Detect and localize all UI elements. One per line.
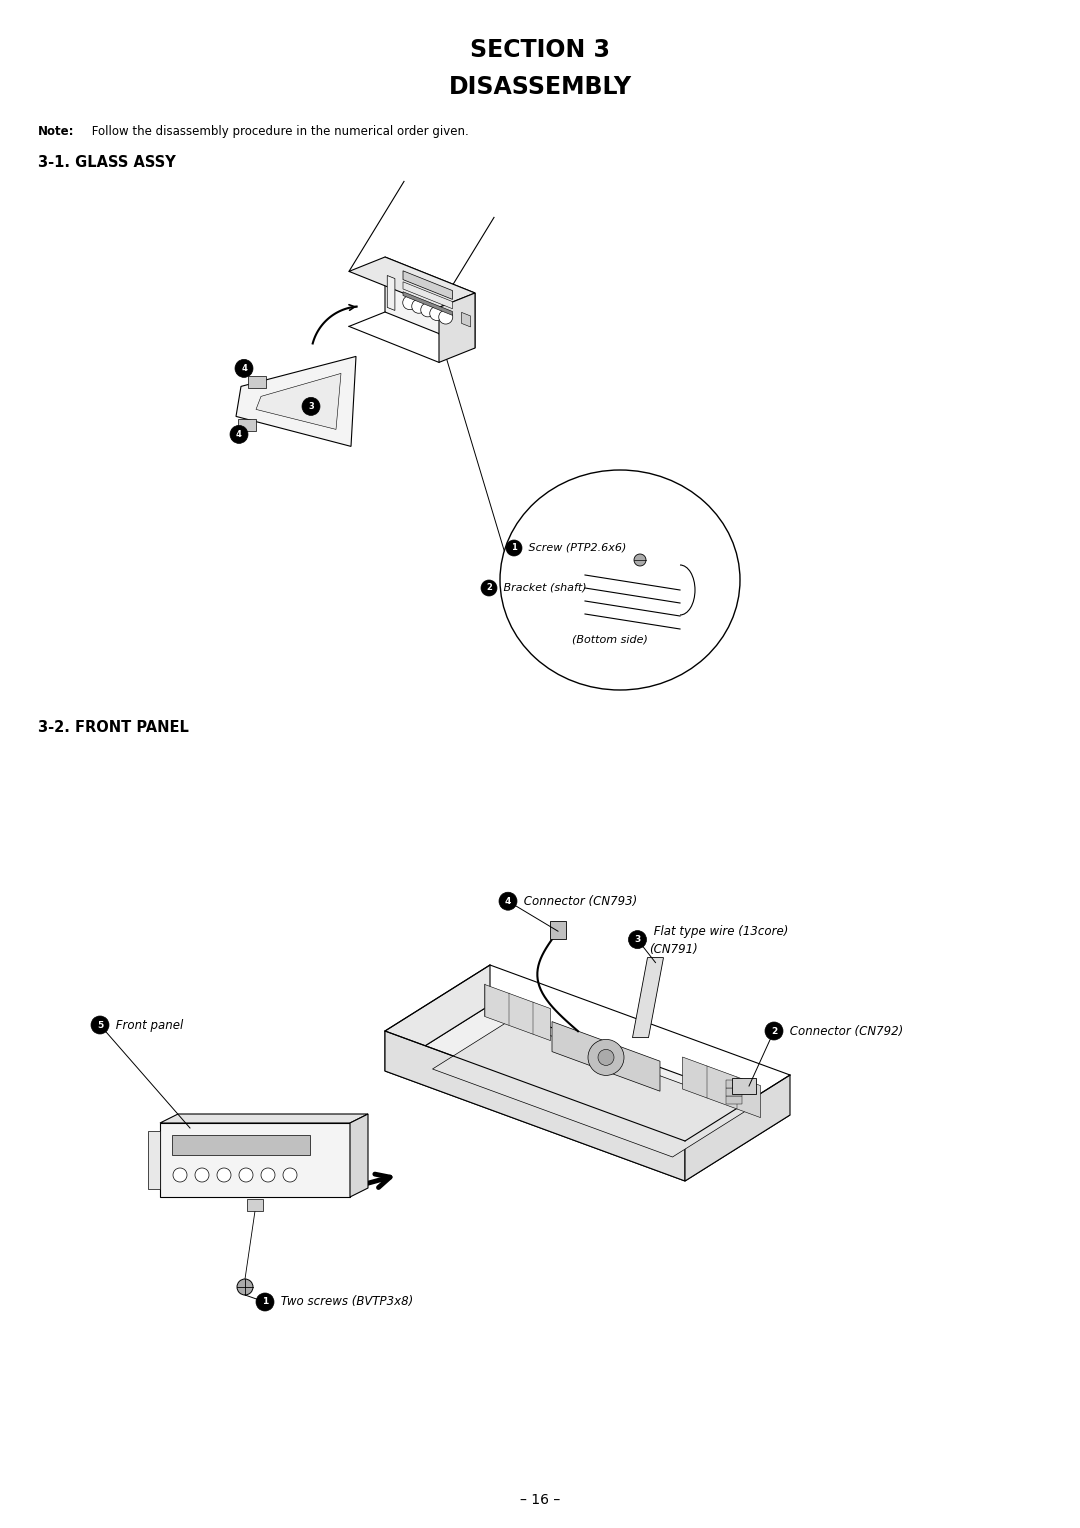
Text: 2: 2	[486, 584, 491, 593]
Polygon shape	[633, 958, 663, 1038]
Bar	[248, 376, 266, 388]
Polygon shape	[384, 966, 490, 1071]
Circle shape	[195, 1167, 210, 1183]
Text: 1: 1	[511, 544, 517, 553]
Text: (CN791): (CN791)	[649, 943, 699, 957]
Circle shape	[217, 1167, 231, 1183]
Text: 3-2. FRONT PANEL: 3-2. FRONT PANEL	[38, 720, 189, 735]
Circle shape	[421, 303, 435, 316]
Circle shape	[598, 1050, 615, 1065]
Text: (Bottom side): (Bottom side)	[572, 636, 648, 645]
Circle shape	[507, 539, 522, 556]
Polygon shape	[349, 257, 475, 307]
Text: 2: 2	[771, 1027, 778, 1036]
Polygon shape	[438, 293, 475, 362]
Circle shape	[302, 397, 320, 416]
Polygon shape	[384, 1005, 789, 1181]
Polygon shape	[388, 275, 395, 310]
Text: Bracket (shaft): Bracket (shaft)	[500, 584, 586, 593]
Polygon shape	[256, 373, 341, 429]
Circle shape	[588, 1039, 624, 1076]
Circle shape	[283, 1167, 297, 1183]
Polygon shape	[403, 292, 453, 315]
Bar	[726, 1080, 742, 1088]
Polygon shape	[384, 1031, 685, 1181]
Text: Connector (CN792): Connector (CN792)	[786, 1024, 903, 1038]
Text: 4: 4	[237, 429, 242, 439]
Text: Two screws (BVTP3x8): Two screws (BVTP3x8)	[276, 1296, 414, 1308]
Circle shape	[403, 295, 417, 310]
Circle shape	[261, 1167, 275, 1183]
Polygon shape	[160, 1114, 368, 1123]
Text: 3: 3	[308, 402, 314, 411]
Text: 3: 3	[634, 935, 640, 944]
Bar	[726, 1097, 742, 1105]
Text: Front panel: Front panel	[112, 1019, 184, 1031]
Text: 5: 5	[97, 1021, 103, 1030]
Polygon shape	[403, 270, 453, 299]
Text: 3-1. GLASS ASSY: 3-1. GLASS ASSY	[38, 154, 176, 170]
Text: Connector (CN793): Connector (CN793)	[519, 895, 637, 908]
Circle shape	[765, 1022, 783, 1041]
Polygon shape	[552, 1022, 660, 1091]
Circle shape	[438, 310, 453, 324]
Polygon shape	[172, 1135, 310, 1155]
Text: SECTION 3: SECTION 3	[470, 38, 610, 63]
Polygon shape	[160, 1123, 350, 1196]
Polygon shape	[683, 1057, 760, 1117]
Polygon shape	[461, 312, 471, 327]
Text: – 16 –: – 16 –	[519, 1493, 561, 1507]
Polygon shape	[485, 984, 551, 1041]
Circle shape	[237, 1279, 253, 1296]
Circle shape	[230, 425, 248, 443]
Polygon shape	[432, 1021, 750, 1157]
Bar	[247, 1199, 264, 1212]
Polygon shape	[732, 1077, 756, 1094]
Circle shape	[173, 1167, 187, 1183]
Polygon shape	[350, 1114, 368, 1196]
Bar	[550, 921, 566, 940]
Text: 4: 4	[504, 897, 511, 906]
Circle shape	[256, 1293, 274, 1311]
Polygon shape	[403, 281, 453, 309]
Circle shape	[481, 581, 497, 596]
Bar	[726, 1088, 742, 1097]
Ellipse shape	[500, 471, 740, 691]
Polygon shape	[685, 1076, 789, 1181]
Circle shape	[499, 892, 517, 911]
Circle shape	[239, 1167, 253, 1183]
Circle shape	[235, 359, 253, 377]
Circle shape	[629, 931, 647, 949]
Text: 1: 1	[261, 1297, 268, 1306]
Text: Flat type wire (13core): Flat type wire (13core)	[649, 924, 788, 938]
Text: Screw (PTP2.6x6): Screw (PTP2.6x6)	[525, 542, 626, 553]
Polygon shape	[148, 1131, 160, 1189]
Text: DISASSEMBLY: DISASSEMBLY	[448, 75, 632, 99]
Bar	[238, 419, 256, 431]
Polygon shape	[237, 356, 356, 446]
Text: Follow the disassembly procedure in the numerical order given.: Follow the disassembly procedure in the …	[87, 125, 469, 138]
Circle shape	[430, 307, 444, 321]
Text: 4: 4	[241, 364, 247, 373]
Text: Note:: Note:	[38, 125, 75, 138]
Polygon shape	[384, 257, 475, 348]
Circle shape	[91, 1016, 109, 1034]
Circle shape	[411, 299, 426, 313]
Circle shape	[634, 555, 646, 565]
